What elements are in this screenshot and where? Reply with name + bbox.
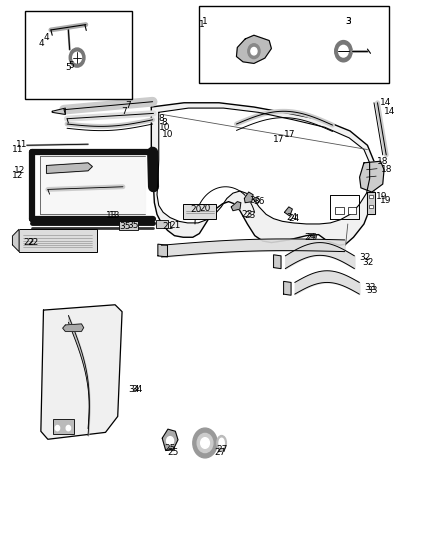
Text: 7: 7 xyxy=(122,107,127,116)
Polygon shape xyxy=(158,244,167,257)
Circle shape xyxy=(339,45,348,57)
Bar xyxy=(183,204,216,219)
Text: 36: 36 xyxy=(253,197,265,206)
Text: 22: 22 xyxy=(24,238,35,247)
Text: 35: 35 xyxy=(119,222,131,231)
Bar xyxy=(53,419,74,434)
Text: 35: 35 xyxy=(127,221,139,230)
Polygon shape xyxy=(274,255,281,269)
Text: 25: 25 xyxy=(167,448,179,457)
Polygon shape xyxy=(285,207,292,216)
Text: 13: 13 xyxy=(106,211,118,220)
Polygon shape xyxy=(237,35,272,63)
Text: 4: 4 xyxy=(43,34,49,43)
Circle shape xyxy=(73,52,81,63)
Text: 1: 1 xyxy=(199,20,205,29)
Text: 10: 10 xyxy=(162,130,174,139)
Circle shape xyxy=(335,41,352,62)
Bar xyxy=(369,205,373,208)
Polygon shape xyxy=(41,305,122,439)
Text: 7: 7 xyxy=(125,101,131,110)
Text: 27: 27 xyxy=(217,446,228,455)
Text: 18: 18 xyxy=(381,165,392,174)
Polygon shape xyxy=(162,429,178,450)
Text: 11: 11 xyxy=(16,140,28,149)
Polygon shape xyxy=(360,161,384,192)
Polygon shape xyxy=(157,108,370,224)
Text: 3: 3 xyxy=(346,18,351,27)
Text: 27: 27 xyxy=(215,448,226,457)
Circle shape xyxy=(248,44,260,59)
Polygon shape xyxy=(12,229,19,252)
Circle shape xyxy=(251,47,257,55)
Bar xyxy=(369,195,373,198)
Text: 23: 23 xyxy=(242,210,253,219)
Text: 36: 36 xyxy=(250,196,261,205)
Text: 29: 29 xyxy=(306,233,318,242)
Circle shape xyxy=(193,428,217,458)
Text: 5: 5 xyxy=(68,61,74,70)
Text: 32: 32 xyxy=(360,254,371,262)
Bar xyxy=(199,6,389,83)
Text: 13: 13 xyxy=(109,211,120,220)
Ellipse shape xyxy=(217,435,226,450)
Polygon shape xyxy=(151,103,375,245)
Text: 22: 22 xyxy=(28,238,39,247)
Circle shape xyxy=(201,438,209,448)
Text: 23: 23 xyxy=(244,212,256,221)
Polygon shape xyxy=(63,324,84,332)
Text: 8: 8 xyxy=(161,118,167,127)
Text: 11: 11 xyxy=(12,145,23,154)
Text: 14: 14 xyxy=(384,107,396,116)
Circle shape xyxy=(69,48,85,67)
Polygon shape xyxy=(40,156,145,214)
Text: 24: 24 xyxy=(287,213,298,222)
Text: 19: 19 xyxy=(380,196,391,205)
Text: 21: 21 xyxy=(162,222,173,231)
Bar xyxy=(119,221,138,230)
Text: 5: 5 xyxy=(65,63,71,71)
Text: 8: 8 xyxy=(159,114,165,123)
Text: 20: 20 xyxy=(199,204,211,213)
Text: 29: 29 xyxy=(304,233,315,242)
Text: 21: 21 xyxy=(169,221,180,230)
Text: 17: 17 xyxy=(284,130,295,139)
Text: 3: 3 xyxy=(346,18,351,27)
Polygon shape xyxy=(244,192,253,203)
Text: 20: 20 xyxy=(190,205,201,214)
Circle shape xyxy=(66,425,71,431)
Bar xyxy=(335,207,344,214)
Text: 32: 32 xyxy=(362,258,374,266)
Text: 18: 18 xyxy=(377,157,389,166)
Text: 19: 19 xyxy=(376,192,388,201)
Polygon shape xyxy=(46,163,92,173)
Text: 10: 10 xyxy=(159,123,170,132)
Text: 33: 33 xyxy=(367,286,378,295)
Text: 17: 17 xyxy=(273,135,285,144)
Text: 34: 34 xyxy=(128,385,140,394)
Text: 12: 12 xyxy=(12,171,23,180)
Text: 24: 24 xyxy=(289,214,300,223)
Text: 33: 33 xyxy=(364,283,375,292)
Bar xyxy=(25,11,132,99)
Polygon shape xyxy=(52,108,65,115)
Text: 12: 12 xyxy=(14,166,25,175)
Text: 4: 4 xyxy=(39,39,44,48)
Bar xyxy=(155,220,168,228)
Polygon shape xyxy=(231,201,241,211)
Bar xyxy=(348,207,356,214)
Bar xyxy=(19,229,97,252)
Text: 25: 25 xyxy=(164,444,176,453)
Text: 14: 14 xyxy=(380,98,391,107)
Polygon shape xyxy=(367,192,375,214)
Circle shape xyxy=(197,433,213,453)
Text: 34: 34 xyxy=(131,385,142,394)
Circle shape xyxy=(166,437,173,445)
Circle shape xyxy=(55,425,60,431)
Polygon shape xyxy=(284,281,291,295)
Ellipse shape xyxy=(219,438,224,448)
Text: 1: 1 xyxy=(202,18,208,27)
